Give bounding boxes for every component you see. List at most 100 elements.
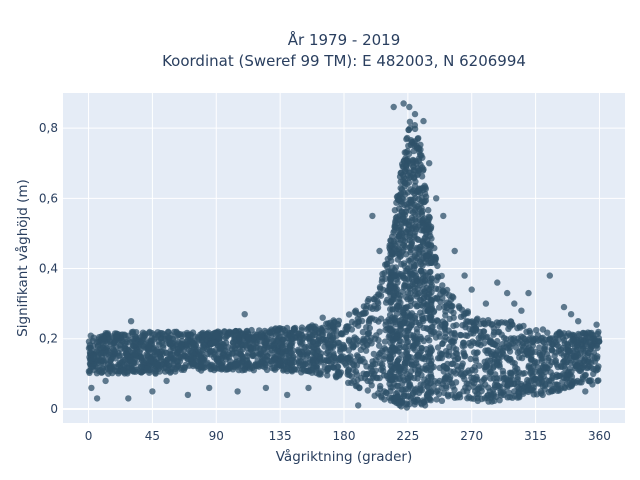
data-point <box>163 361 171 368</box>
data-point <box>469 326 477 334</box>
data-point <box>491 383 499 391</box>
data-point <box>435 390 443 398</box>
data-point <box>421 280 428 287</box>
data-point <box>401 275 408 282</box>
data-point <box>424 307 431 314</box>
data-point <box>330 327 337 335</box>
data-point <box>352 320 359 327</box>
data-point <box>386 371 393 378</box>
data-point <box>493 378 500 386</box>
data-point <box>500 334 508 342</box>
data-point <box>434 317 441 325</box>
data-point <box>200 331 208 338</box>
data-point <box>138 354 145 361</box>
data-point <box>428 259 435 266</box>
data-point <box>97 350 104 357</box>
data-point <box>237 331 244 338</box>
data-point <box>415 167 422 175</box>
data-point <box>389 296 397 303</box>
data-point <box>467 355 474 363</box>
data-point <box>387 284 394 291</box>
data-point <box>396 326 404 333</box>
data-point <box>271 365 278 372</box>
data-point <box>376 247 383 255</box>
data-point <box>534 332 541 339</box>
data-point <box>416 296 424 303</box>
data-point <box>152 367 159 375</box>
data-point <box>305 349 312 357</box>
data-point <box>425 384 432 391</box>
data-point <box>467 342 475 349</box>
data-point <box>109 369 116 377</box>
chart-title-line-1: År 1979 - 2019 <box>288 30 401 49</box>
data-point <box>424 241 431 249</box>
data-point <box>390 291 397 298</box>
data-point <box>94 357 101 364</box>
data-point <box>426 337 433 344</box>
data-point <box>370 296 377 303</box>
data-point <box>427 354 434 361</box>
data-point <box>205 331 212 338</box>
data-point <box>132 340 139 348</box>
data-point <box>473 391 481 398</box>
data-point <box>163 349 170 357</box>
y-tick-label: 0 <box>50 402 58 416</box>
data-point <box>465 393 473 401</box>
data-point <box>268 358 275 365</box>
data-point <box>557 363 565 370</box>
data-point <box>324 327 331 334</box>
data-point <box>463 318 470 325</box>
data-point <box>322 336 330 343</box>
data-point <box>120 356 127 364</box>
data-point <box>520 340 527 347</box>
data-point <box>403 332 410 340</box>
data-point <box>401 183 408 190</box>
data-point <box>450 368 457 375</box>
data-point <box>302 360 309 367</box>
data-point <box>244 360 252 368</box>
data-point <box>493 393 500 400</box>
data-point <box>194 334 202 341</box>
data-point <box>285 345 292 352</box>
data-point <box>381 372 388 379</box>
data-point <box>595 328 602 336</box>
data-point <box>540 339 547 346</box>
data-point <box>334 363 342 370</box>
data-point <box>584 364 592 371</box>
data-point <box>425 206 432 214</box>
data-point <box>553 332 560 339</box>
data-point <box>370 370 378 378</box>
data-point <box>567 311 575 318</box>
data-point <box>436 350 444 357</box>
data-point <box>508 321 516 328</box>
data-point <box>400 343 407 351</box>
data-point <box>93 395 101 402</box>
data-point <box>447 296 455 304</box>
data-point <box>198 355 205 363</box>
data-point <box>160 330 167 338</box>
data-point <box>381 338 389 345</box>
data-point <box>417 335 425 343</box>
data-point <box>168 340 175 347</box>
data-point <box>440 288 447 295</box>
data-point <box>354 353 362 360</box>
data-point <box>439 295 446 302</box>
data-point <box>90 334 97 341</box>
data-point <box>395 364 403 371</box>
data-point <box>541 345 548 352</box>
data-point <box>407 169 414 176</box>
data-point <box>175 331 182 339</box>
data-point <box>184 337 191 344</box>
data-point <box>230 342 237 350</box>
data-point <box>287 359 294 366</box>
data-point <box>238 360 245 367</box>
data-point <box>315 340 322 348</box>
data-point <box>410 395 417 403</box>
data-point <box>594 377 601 385</box>
data-point <box>368 382 375 389</box>
data-point <box>426 287 433 294</box>
data-point <box>582 371 589 379</box>
data-point <box>518 307 525 314</box>
data-point <box>551 352 558 359</box>
data-point <box>378 366 385 373</box>
